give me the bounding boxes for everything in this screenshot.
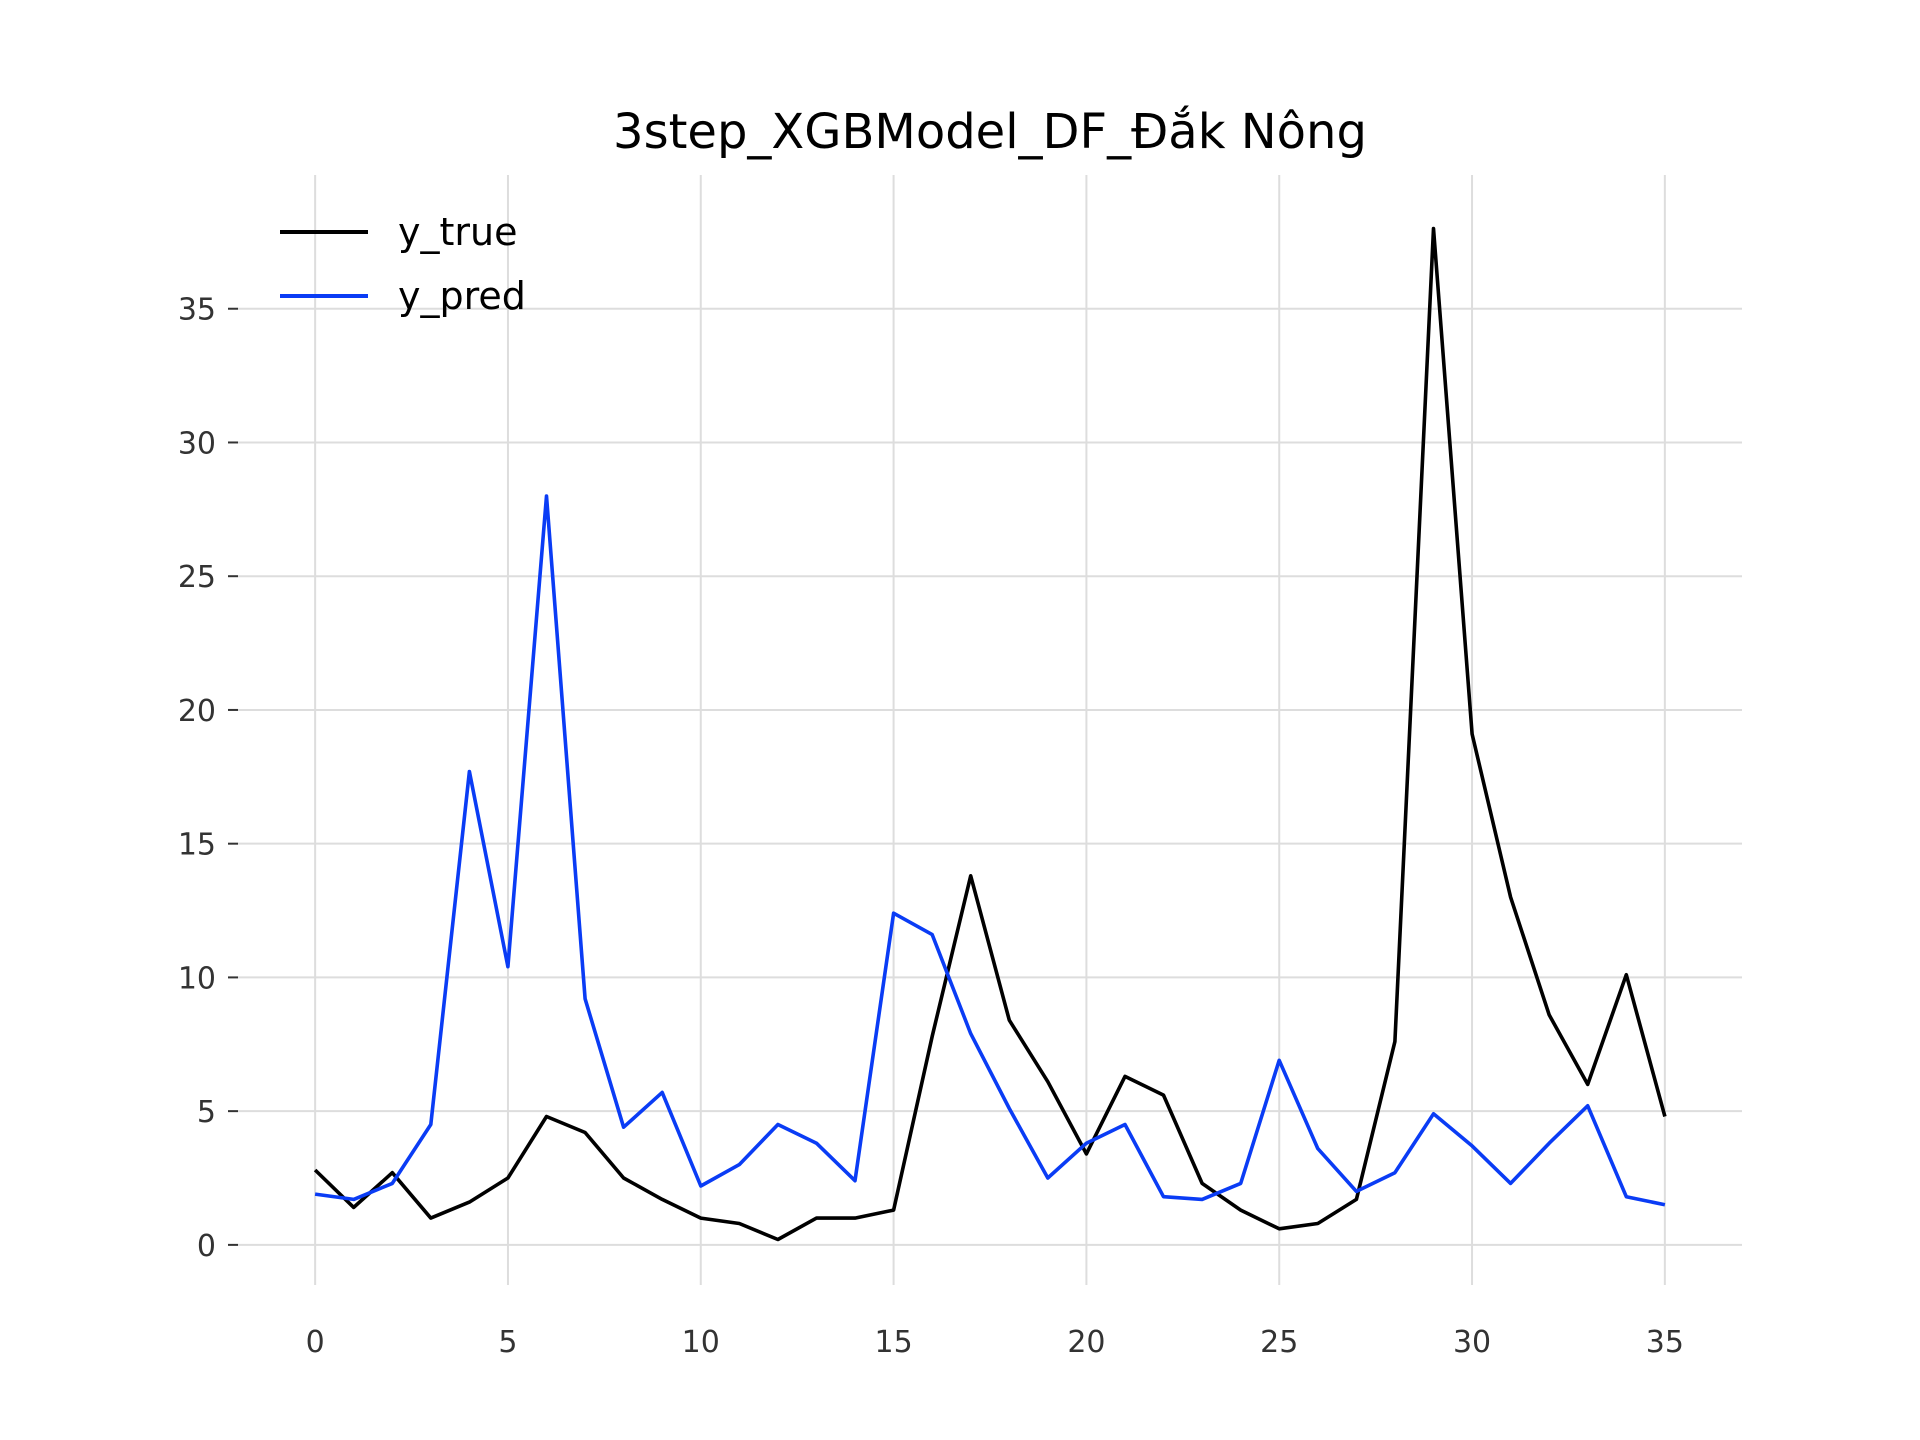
x-tick-label-25: 25 [1260, 1325, 1298, 1360]
x-tick-label-0: 0 [306, 1325, 325, 1360]
series-line-y-pred [314, 494, 1666, 1207]
series-line-y-true [313, 226, 1667, 1242]
grid [238, 175, 1742, 1285]
axes: 0 5 10 15 20 25 30 35 0 5 10 15 20 25 30 35 [178, 293, 1684, 1360]
y-tick-label-35: 35 [178, 293, 216, 328]
x-tick-label-20: 20 [1067, 1325, 1105, 1360]
y-tick-label-5: 5 [197, 1095, 216, 1130]
x-tick-label-30: 30 [1453, 1325, 1491, 1360]
series-lines [313, 226, 1667, 1242]
x-tick-label-35: 35 [1646, 1325, 1684, 1360]
legend: y_true y_pred [280, 210, 526, 318]
y-tick-label-15: 15 [178, 828, 216, 863]
y-tick-label-25: 25 [178, 560, 216, 595]
y-tick-label-10: 10 [178, 961, 216, 996]
x-tick-label-5: 5 [498, 1325, 517, 1360]
x-tick-label-15: 15 [874, 1325, 912, 1360]
legend-label-y-true: y_true [398, 210, 517, 254]
y-tick-label-20: 20 [178, 694, 216, 729]
chart-title: 3step_XGBModel_DF_Đắk Nông [613, 104, 1367, 160]
y-tick-label-30: 30 [178, 426, 216, 461]
x-tick-label-10: 10 [682, 1325, 720, 1360]
legend-label-y-pred: y_pred [398, 274, 526, 318]
y-tick-label-0: 0 [197, 1229, 216, 1264]
